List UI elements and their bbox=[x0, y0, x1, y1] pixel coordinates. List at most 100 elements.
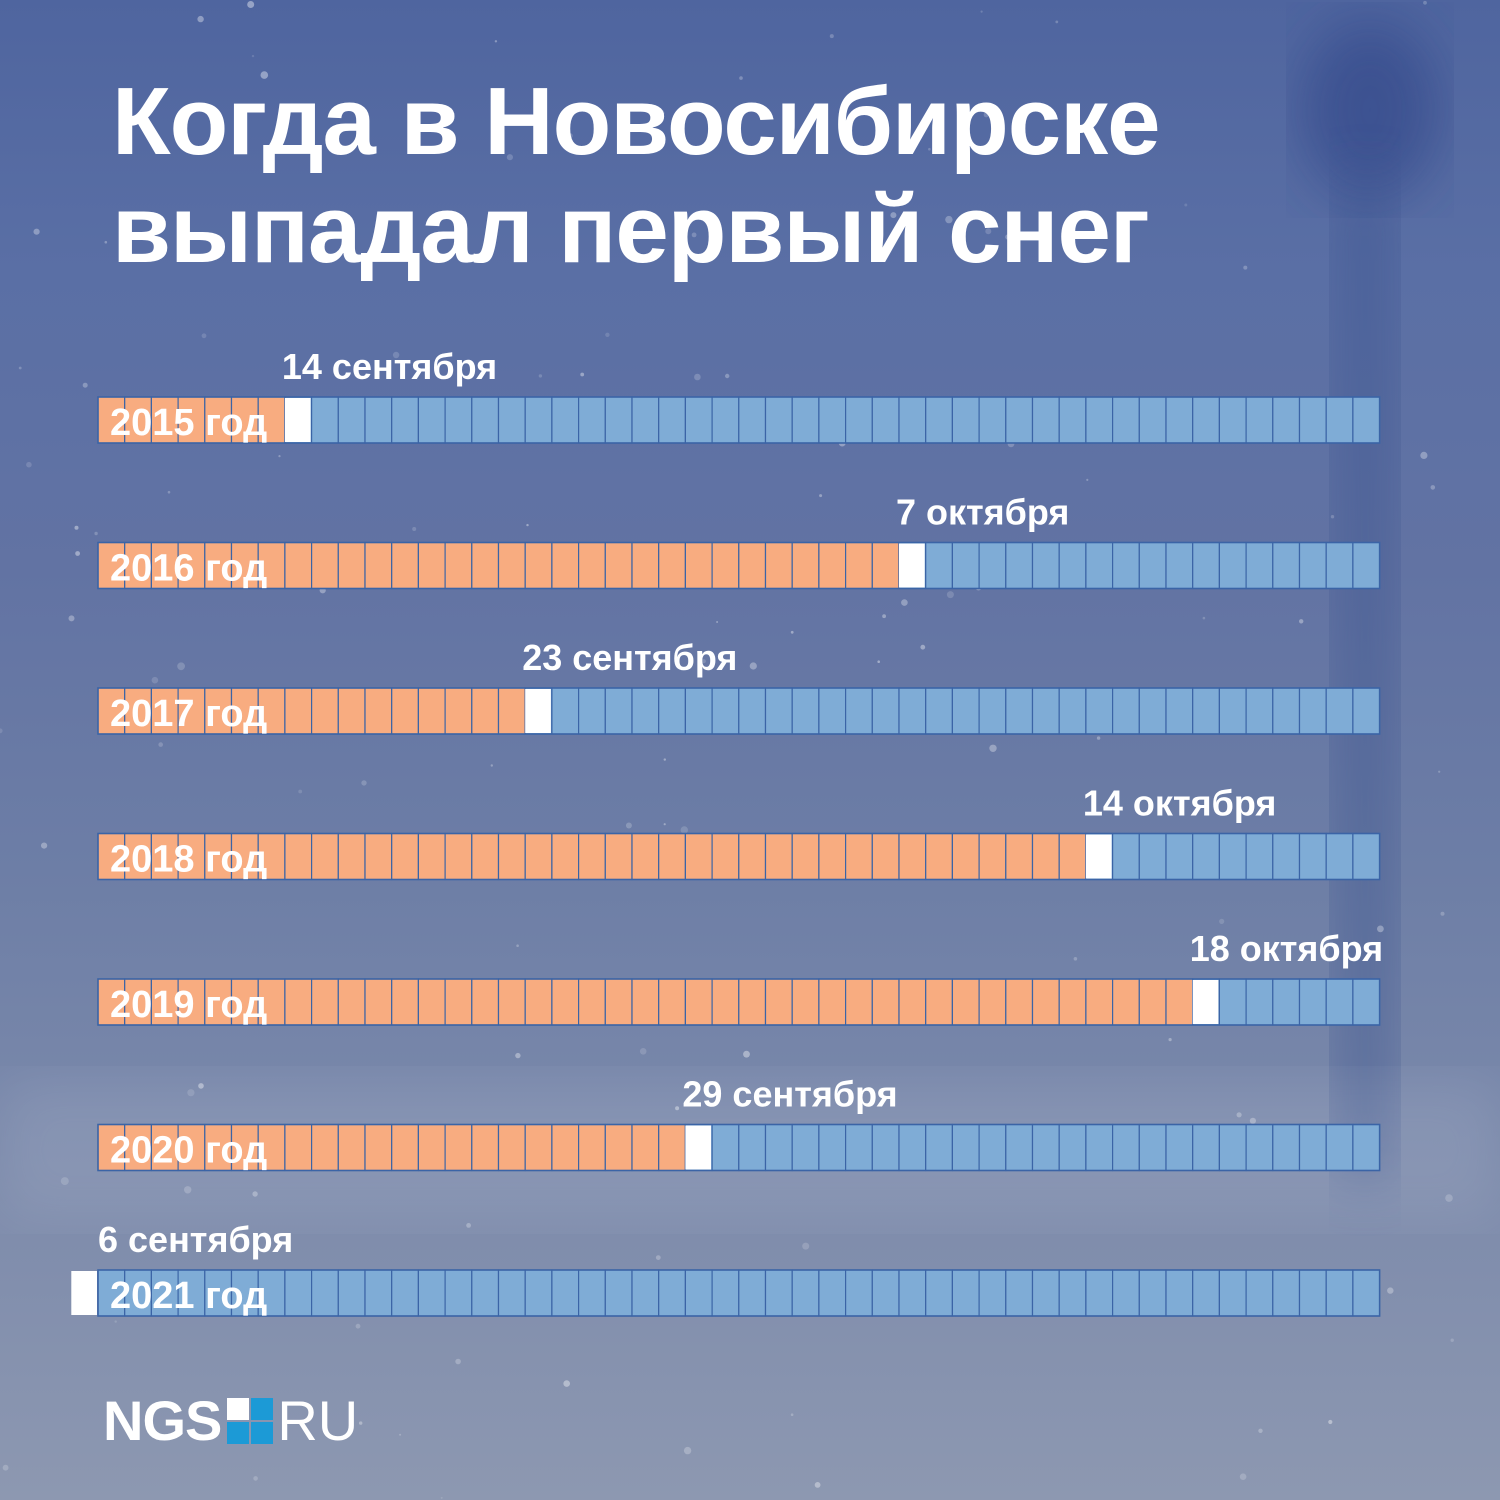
day-cell-before-snow bbox=[257, 832, 286, 881]
year-label: 2017 год bbox=[110, 693, 267, 735]
day-cell-after-snow bbox=[764, 687, 793, 735]
day-cell-before-snow bbox=[364, 832, 393, 881]
day-cell-after-snow bbox=[497, 396, 526, 444]
day-cell-after-snow bbox=[951, 1269, 980, 1317]
first-snow-date-label: 14 октября bbox=[1083, 783, 1276, 824]
day-cell-before-snow bbox=[1165, 978, 1194, 1026]
day-cell-after-snow bbox=[1005, 1123, 1034, 1172]
day-cell-before-snow bbox=[204, 687, 233, 735]
day-cell-after-snow bbox=[1272, 978, 1301, 1026]
day-cell-after-snow bbox=[711, 1123, 740, 1172]
day-cell-before-snow bbox=[738, 541, 767, 590]
day-cell-before-snow bbox=[524, 1123, 553, 1172]
day-cell-after-snow bbox=[925, 396, 954, 444]
day-cell-before-snow bbox=[925, 978, 954, 1026]
day-cell-after-snow bbox=[738, 1269, 767, 1317]
day-cell-after-snow bbox=[417, 1269, 446, 1317]
day-cell-after-snow bbox=[764, 1123, 793, 1172]
day-cell-before-snow bbox=[551, 832, 580, 881]
day-cell-before-snow bbox=[844, 978, 873, 1026]
day-cell-after-snow bbox=[1325, 978, 1354, 1026]
day-cell-after-snow bbox=[978, 396, 1007, 444]
first-snow-marker bbox=[1192, 980, 1219, 1024]
day-cell-after-snow bbox=[364, 396, 393, 444]
day-cell-before-snow bbox=[497, 687, 526, 735]
day-cell-before-snow bbox=[631, 978, 660, 1026]
day-cell-before-snow bbox=[417, 832, 446, 881]
day-cell-before-snow bbox=[497, 832, 526, 881]
day-cell-after-snow bbox=[898, 687, 927, 735]
day-cell-before-snow bbox=[391, 978, 420, 1026]
day-cell-after-snow bbox=[551, 396, 580, 444]
row-outline bbox=[97, 687, 1381, 735]
day-cell-after-snow bbox=[1325, 832, 1354, 881]
day-cell-before-snow bbox=[471, 1123, 500, 1172]
day-cell-before-snow bbox=[631, 832, 660, 881]
day-cell-after-snow bbox=[97, 1269, 126, 1317]
day-cell-after-snow bbox=[1111, 1123, 1140, 1172]
day-cell-after-snow bbox=[1031, 396, 1060, 444]
day-cell-after-snow bbox=[1165, 1123, 1194, 1172]
day-cell-before-snow bbox=[284, 1123, 313, 1172]
day-cell-before-snow bbox=[391, 832, 420, 881]
day-cell-after-snow bbox=[1325, 1123, 1354, 1172]
day-cell-before-snow bbox=[124, 396, 152, 444]
day-cell-before-snow bbox=[844, 832, 873, 881]
day-cell-after-snow bbox=[1058, 687, 1087, 735]
day-cell-after-snow bbox=[1352, 687, 1381, 735]
day-cell-after-snow bbox=[1058, 1269, 1087, 1317]
row-outline bbox=[97, 396, 1381, 444]
day-cell-before-snow bbox=[978, 978, 1007, 1026]
day-cell-after-snow bbox=[1352, 541, 1381, 590]
day-cell-after-snow bbox=[978, 541, 1007, 590]
day-cell-before-snow bbox=[417, 978, 446, 1026]
day-cell-after-snow bbox=[1058, 541, 1087, 590]
day-cell-before-snow bbox=[364, 687, 393, 735]
day-cell-after-snow bbox=[1031, 541, 1060, 590]
day-cell-before-snow bbox=[925, 832, 954, 881]
day-cell-after-snow bbox=[471, 1269, 500, 1317]
day-cell-after-snow bbox=[391, 1269, 420, 1317]
day-cell-after-snow bbox=[1245, 687, 1274, 735]
day-cell-before-snow bbox=[524, 832, 553, 881]
day-cell-after-snow bbox=[1245, 832, 1274, 881]
year-row: 2017 год 23 сентября bbox=[97, 637, 1381, 735]
day-cell-before-snow bbox=[311, 687, 339, 735]
day-cell-after-snow bbox=[1138, 396, 1167, 444]
first-snow-marker bbox=[525, 689, 551, 733]
day-cell-before-snow bbox=[631, 541, 660, 590]
day-cell-before-snow bbox=[177, 396, 206, 444]
year-row: 2018 год 14 октября bbox=[97, 783, 1381, 881]
first-snow-marker bbox=[284, 398, 311, 442]
day-cell-before-snow bbox=[311, 832, 339, 881]
day-cell-after-snow bbox=[1138, 1269, 1167, 1317]
day-cell-before-snow bbox=[711, 541, 740, 590]
day-cell-after-snow bbox=[951, 541, 980, 590]
day-cell-before-snow bbox=[444, 832, 473, 881]
day-cell-before-snow bbox=[658, 541, 687, 590]
day-cell-before-snow bbox=[1085, 978, 1114, 1026]
first-snow-date-label: 7 октября bbox=[896, 492, 1069, 533]
day-cell-before-snow bbox=[898, 832, 927, 881]
day-cell-after-snow bbox=[1192, 832, 1220, 881]
logo-square-icon bbox=[227, 1398, 274, 1444]
day-cell-after-snow bbox=[497, 1269, 526, 1317]
day-cell-before-snow bbox=[471, 832, 500, 881]
row-outline bbox=[97, 541, 1381, 590]
day-cell-after-snow bbox=[577, 396, 606, 444]
day-cell-after-snow bbox=[1272, 1123, 1301, 1172]
row-outline bbox=[97, 832, 1381, 881]
first-snow-date-label: 29 сентября bbox=[682, 1074, 897, 1115]
day-cell-after-snow bbox=[1165, 687, 1194, 735]
day-cell-after-snow bbox=[658, 396, 687, 444]
day-cell-before-snow bbox=[818, 832, 847, 881]
day-cell-after-snow bbox=[1058, 1123, 1087, 1172]
day-cell-after-snow bbox=[738, 1123, 767, 1172]
day-cell-after-snow bbox=[311, 396, 339, 444]
day-cell-after-snow bbox=[925, 1123, 954, 1172]
day-cell-after-snow bbox=[124, 1269, 152, 1317]
day-cell-before-snow bbox=[311, 978, 339, 1026]
day-cell-before-snow bbox=[337, 978, 366, 1026]
day-cell-after-snow bbox=[738, 687, 767, 735]
